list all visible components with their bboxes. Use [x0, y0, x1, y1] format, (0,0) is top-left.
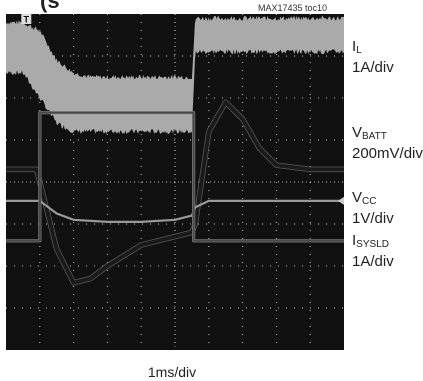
trace-isysld: [6, 111, 344, 242]
trigger-level-arrow: [338, 196, 344, 205]
scope-traces: [6, 15, 344, 286]
channel-label-il: IL 1A/div: [352, 38, 394, 76]
trigger-marker: [21, 14, 32, 24]
trace-vcc: [6, 199, 344, 223]
channel-scale-vcc: 1V/div: [352, 210, 394, 227]
channel-label-isysld: ISYSLD 1A/div: [352, 232, 394, 270]
trace-il: [6, 15, 344, 135]
time-scale-label: 1ms/div: [147, 364, 197, 380]
channel-scale-isysld: 1A/div: [352, 253, 394, 270]
title-fragment: (s: [40, 0, 60, 13]
channel-scale-il: 1A/div: [352, 59, 394, 76]
scope-markers: T: [21, 14, 344, 205]
trigger-marker-label: T: [24, 15, 30, 25]
channel-label-vbatt: VBATT 200mV/div: [352, 124, 423, 162]
channel-scale-vbatt: 200mV/div: [352, 145, 423, 162]
trace-vbatt: [6, 100, 344, 285]
channel-label-vcc: VCC 1V/div: [352, 189, 394, 227]
figure-id: MAX17435 toc10: [258, 3, 328, 13]
